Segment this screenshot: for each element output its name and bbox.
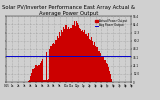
Bar	[88, 38, 89, 82]
Bar	[57, 36, 58, 82]
Bar	[34, 68, 35, 82]
Bar	[92, 41, 93, 82]
Bar	[43, 59, 44, 82]
Bar	[56, 40, 57, 82]
Bar	[73, 25, 74, 82]
Bar	[36, 66, 37, 82]
Bar	[103, 57, 104, 82]
Title: Solar PV/Inverter Performance East Array Actual & Average Power Output: Solar PV/Inverter Performance East Array…	[2, 5, 135, 16]
Bar	[67, 29, 68, 82]
Bar	[42, 59, 43, 82]
Bar	[110, 74, 111, 82]
Bar	[55, 40, 56, 82]
Bar	[74, 21, 75, 82]
Bar	[64, 29, 65, 82]
Bar	[66, 25, 67, 82]
Bar	[39, 65, 40, 82]
Bar	[77, 23, 78, 82]
Bar	[78, 25, 79, 82]
Bar	[58, 38, 59, 82]
Bar	[40, 63, 41, 82]
Bar	[72, 25, 73, 82]
Bar	[85, 34, 86, 82]
Bar	[76, 22, 77, 82]
Bar	[63, 27, 64, 82]
Bar	[61, 30, 62, 82]
Bar	[89, 39, 90, 82]
Bar	[60, 36, 61, 82]
Bar	[90, 40, 91, 82]
Bar	[45, 80, 46, 82]
Bar	[48, 80, 49, 82]
Bar	[79, 28, 80, 82]
Bar	[86, 34, 87, 82]
Bar	[81, 31, 82, 82]
Bar	[109, 71, 110, 82]
Bar	[41, 62, 42, 82]
Bar	[35, 66, 36, 82]
Bar	[30, 76, 31, 82]
Bar	[80, 30, 81, 82]
Bar	[99, 51, 100, 82]
Bar	[87, 36, 88, 82]
Bar	[31, 73, 32, 82]
Bar	[68, 27, 69, 82]
Bar	[83, 32, 84, 82]
Bar	[53, 43, 54, 82]
Bar	[29, 80, 30, 82]
Bar	[111, 78, 112, 82]
Bar	[106, 63, 107, 82]
Bar	[91, 38, 92, 82]
Bar	[59, 37, 60, 82]
Bar	[65, 26, 66, 82]
Bar	[84, 30, 85, 82]
Bar	[28, 81, 29, 82]
Bar	[101, 56, 102, 82]
Bar	[32, 69, 33, 82]
Bar	[97, 47, 98, 82]
Bar	[62, 32, 63, 82]
Bar	[70, 28, 71, 82]
Bar	[94, 42, 95, 82]
Bar	[102, 57, 103, 82]
Bar	[37, 66, 38, 82]
Bar	[38, 64, 39, 82]
Bar	[104, 61, 105, 82]
Bar	[75, 26, 76, 82]
Bar	[108, 67, 109, 82]
Bar	[98, 51, 99, 82]
Bar	[69, 28, 70, 82]
Bar	[54, 44, 55, 82]
Bar	[71, 28, 72, 82]
Bar	[44, 80, 45, 82]
Bar	[50, 46, 51, 82]
Bar	[96, 47, 97, 82]
Bar	[95, 47, 96, 82]
Bar	[46, 56, 47, 82]
Bar	[49, 51, 50, 82]
Bar	[82, 30, 83, 82]
Bar	[105, 60, 106, 82]
Legend: Actual Power Output, Avg Power Output: Actual Power Output, Avg Power Output	[94, 19, 127, 28]
Bar	[51, 46, 52, 82]
Bar	[47, 80, 48, 82]
Bar	[33, 69, 34, 82]
Bar	[107, 64, 108, 82]
Bar	[100, 53, 101, 82]
Bar	[52, 43, 53, 82]
Bar	[93, 45, 94, 82]
